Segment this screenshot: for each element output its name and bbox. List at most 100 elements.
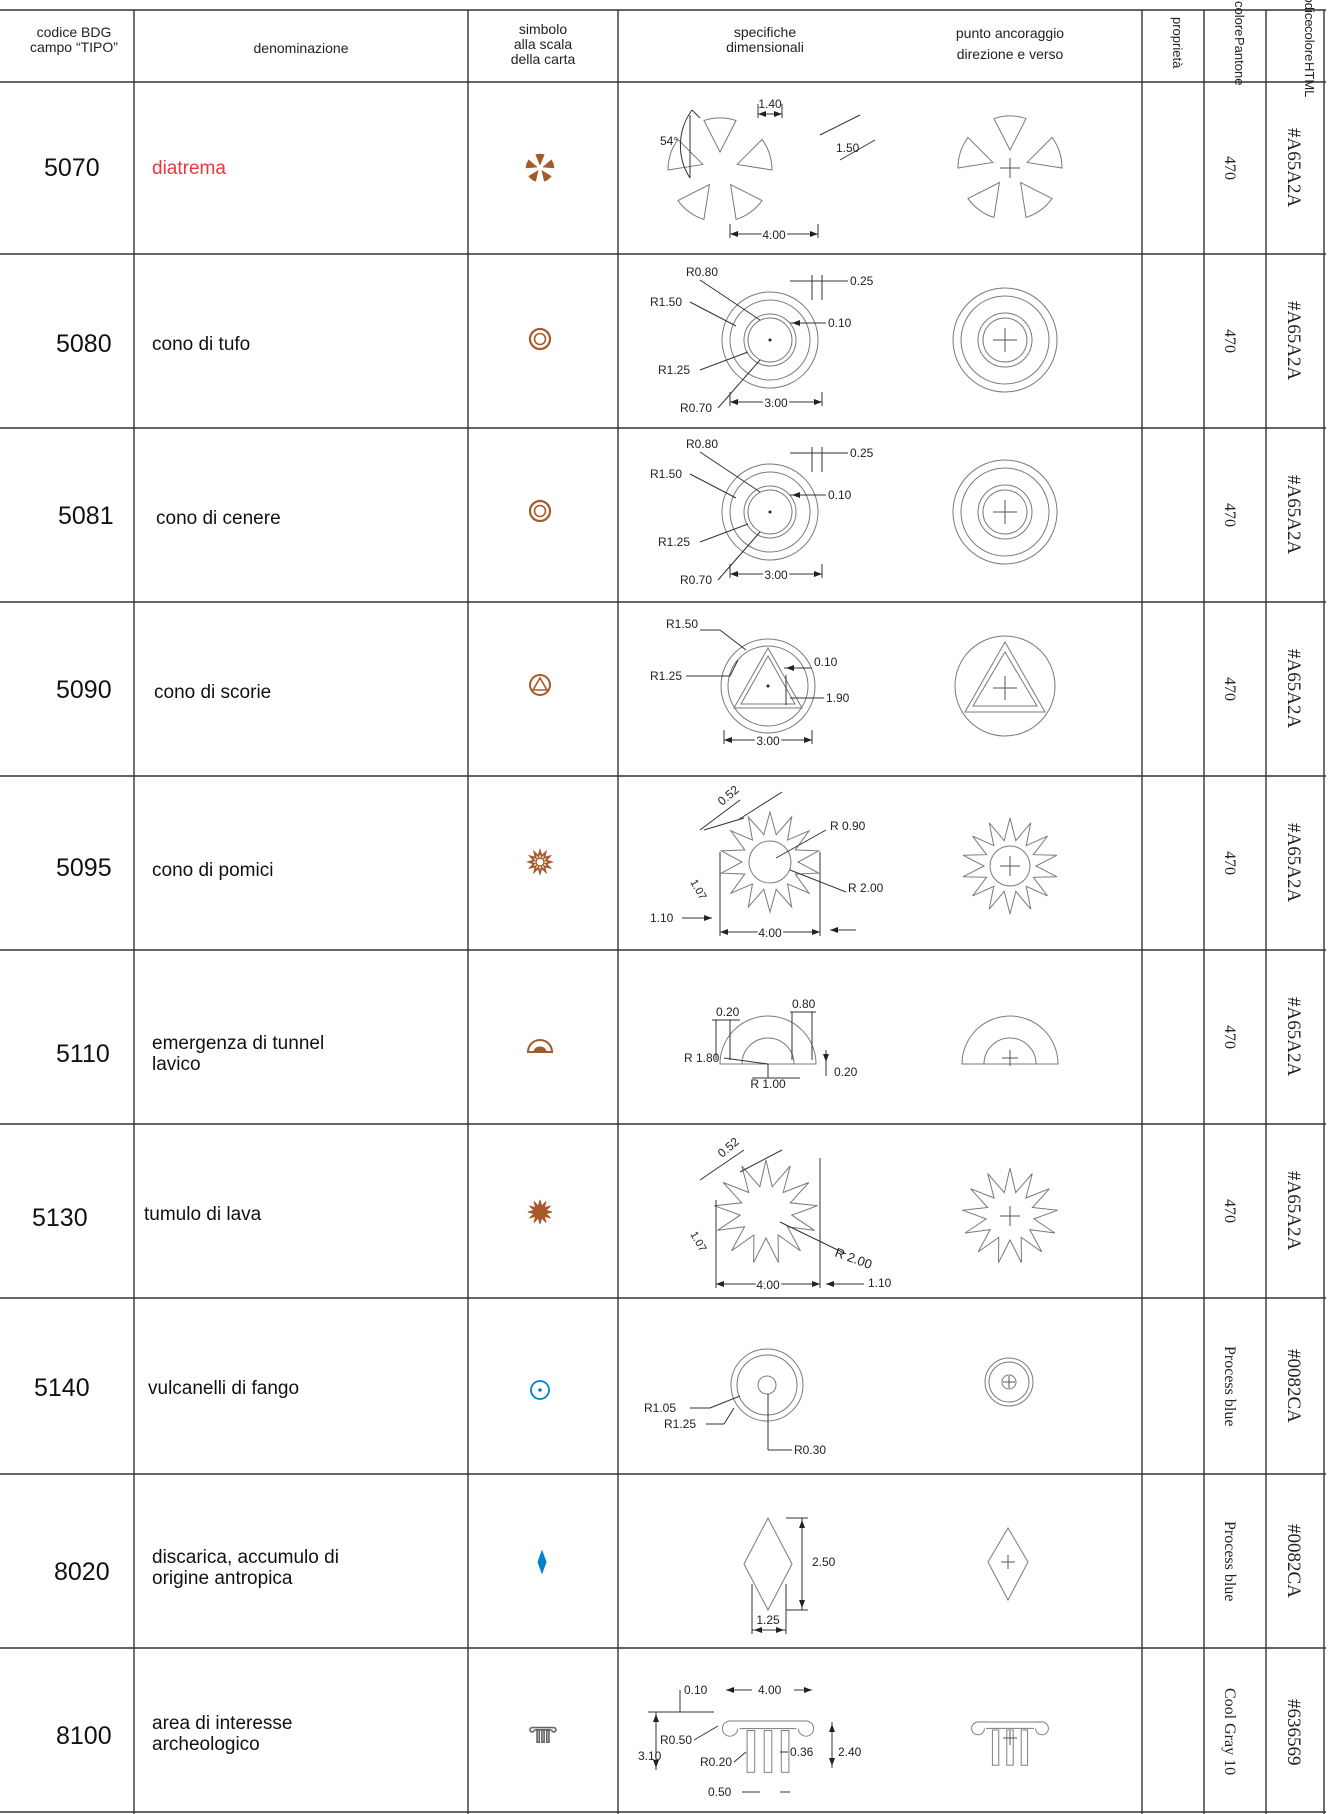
column-icon bbox=[550, 1726, 557, 1733]
spec-column bbox=[746, 1730, 756, 1773]
row-html: #A65A2A bbox=[1283, 1171, 1304, 1251]
dimension-line bbox=[689, 301, 737, 327]
dimension-arrow bbox=[799, 1600, 805, 1608]
diamond-icon bbox=[537, 1549, 547, 1575]
dimension-arrow bbox=[799, 1520, 805, 1528]
diatrema-icon bbox=[528, 169, 539, 182]
dimension-label: 0.36 bbox=[790, 1745, 814, 1759]
dimension-label: 2.50 bbox=[812, 1555, 836, 1569]
sun-star-icon bbox=[525, 847, 555, 877]
dimension-label: 1.50 bbox=[836, 141, 860, 155]
row-name: discarica, accumulo di origine antropica bbox=[152, 1518, 339, 1618]
dimension-line bbox=[774, 111, 782, 117]
row-code: 5140 bbox=[34, 1373, 90, 1402]
row-code: 5110 bbox=[56, 1039, 110, 1068]
header-html: codice colore HTML bbox=[1268, 0, 1317, 97]
header-specifiche-line2: dimensionali bbox=[726, 39, 804, 55]
row-pantone: Process blue bbox=[1221, 1345, 1238, 1427]
header-html-line1: codice bbox=[1302, 0, 1317, 27]
dimension-arrow bbox=[812, 1281, 820, 1287]
spec-diamond bbox=[743, 1516, 793, 1612]
dimension-label: R0.70 bbox=[680, 401, 712, 415]
column-icon bbox=[529, 1726, 536, 1733]
header-specifiche-line1: specifiche bbox=[733, 24, 797, 40]
dimension-arrow bbox=[826, 1281, 834, 1287]
dimension-label: R 0.90 bbox=[830, 819, 866, 833]
row-name: cono di tufo bbox=[152, 333, 251, 355]
diatrema-anchor-drawing bbox=[957, 136, 994, 169]
anchor-column bbox=[1020, 1729, 1029, 1766]
dimension-label: 0.10 bbox=[684, 1683, 708, 1697]
dot-ring-icon bbox=[538, 1388, 542, 1392]
dimension-line bbox=[719, 629, 747, 651]
dimension-line bbox=[699, 279, 761, 321]
dimension-label: R1.50 bbox=[650, 467, 682, 481]
spec-triangle bbox=[733, 646, 803, 709]
dimension-label: 4.00 bbox=[758, 1683, 782, 1697]
dimension-line bbox=[733, 1751, 747, 1763]
anchor-column bbox=[1035, 1721, 1049, 1736]
dimension-label: 0.10 bbox=[828, 488, 852, 502]
spec-ring bbox=[736, 1354, 798, 1416]
dimension-label: 3.00 bbox=[764, 396, 788, 410]
dimension-arrow bbox=[653, 1714, 659, 1722]
row-code: 5095 bbox=[56, 853, 112, 882]
dimension-arrow bbox=[804, 1687, 812, 1693]
row-name: cono di scorie bbox=[154, 681, 272, 703]
dimension-label: 0.10 bbox=[828, 316, 852, 330]
anchor-ring bbox=[977, 312, 1033, 368]
spec-ring bbox=[730, 1348, 804, 1422]
dimension-label: 0.25 bbox=[850, 274, 874, 288]
dimension-label: 1.40 bbox=[758, 97, 782, 111]
dimension-label: 3.00 bbox=[756, 734, 780, 748]
dot-ring-icon bbox=[530, 1380, 550, 1400]
anchor-column bbox=[991, 1729, 1000, 1766]
spec-outer-ring bbox=[721, 291, 819, 389]
header-simbolo-line3: della carta bbox=[510, 50, 576, 67]
dimension-arrow bbox=[823, 1054, 829, 1062]
dimension-line bbox=[789, 869, 847, 893]
dimension-label: 1.10 bbox=[868, 1276, 892, 1290]
dimension-label: R1.50 bbox=[666, 617, 698, 631]
dimension-label: 1.07 bbox=[687, 1230, 708, 1255]
dimension-label: 0.20 bbox=[716, 1005, 740, 1019]
diatrema-anchor-drawing bbox=[1026, 136, 1063, 169]
anchor-ring bbox=[952, 287, 1058, 393]
spec-inner-ring bbox=[743, 485, 797, 539]
dimension-arrow bbox=[704, 915, 712, 921]
row-name-line1: emergenza di tunnel bbox=[152, 1033, 325, 1054]
anchor-ring bbox=[952, 459, 1058, 565]
dimension-line bbox=[699, 1149, 745, 1181]
dimension-line bbox=[737, 791, 783, 821]
row-name: area di interesse archeologico bbox=[152, 1684, 292, 1784]
triangle-ring-icon bbox=[531, 676, 549, 691]
spec-column bbox=[721, 1720, 739, 1737]
sun-star-icon bbox=[535, 857, 545, 867]
spec-triangle bbox=[740, 654, 796, 705]
dimension-arrow bbox=[792, 320, 800, 326]
anchor-core bbox=[1001, 1374, 1017, 1390]
row-pantone: 470 bbox=[1221, 156, 1238, 180]
dimension-label: 2.40 bbox=[838, 1745, 862, 1759]
anchor-dome bbox=[983, 1037, 1037, 1065]
row-pantone: 470 bbox=[1221, 1199, 1238, 1223]
dimension-line bbox=[717, 531, 761, 581]
row-pantone: Process blue bbox=[1221, 1520, 1238, 1602]
header-punto-line2: direzione e verso bbox=[956, 46, 1064, 62]
dimension-arrow bbox=[716, 1281, 724, 1287]
spec-star bbox=[719, 810, 821, 914]
anchor-dome bbox=[961, 1015, 1059, 1065]
spec-outer-ring bbox=[729, 299, 811, 381]
dimension-line bbox=[723, 1057, 769, 1065]
spec-outer-ring bbox=[720, 638, 816, 734]
row-code: 5080 bbox=[56, 329, 112, 358]
row-code: 8020 bbox=[54, 1557, 110, 1586]
dimension-label: R1.05 bbox=[644, 1401, 676, 1415]
dimension-line bbox=[775, 829, 827, 859]
row-code: 5081 bbox=[58, 501, 114, 530]
header-pantone-line1: colore bbox=[1232, 1, 1247, 37]
diatrema-spec-drawing bbox=[729, 183, 763, 221]
dimension-label: 4.00 bbox=[756, 1278, 780, 1292]
dimension-label: 0.80 bbox=[792, 997, 816, 1011]
row-name: vulcanelli di fango bbox=[148, 1377, 300, 1399]
